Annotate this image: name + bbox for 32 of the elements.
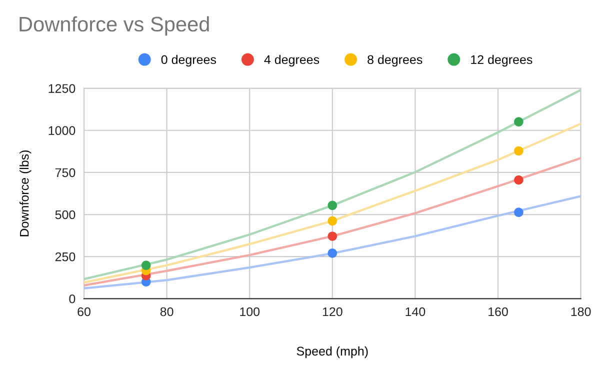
- y-tick-label: 250: [55, 252, 76, 262]
- line-series: [84, 195, 581, 290]
- x-tick-label: 160: [488, 307, 508, 316]
- legend-label: 4 degrees: [264, 54, 320, 67]
- legend-label: 0 degrees: [161, 54, 216, 67]
- y-tick-label: 1250: [48, 84, 76, 93]
- y-tick-label: 0: [69, 294, 76, 304]
- x-tick-label: 120: [322, 307, 342, 316]
- point: [328, 248, 338, 258]
- point: [328, 232, 338, 241]
- x-tick-label: 100: [240, 307, 260, 316]
- point: [141, 260, 151, 270]
- point: [514, 117, 524, 126]
- point: [514, 146, 524, 156]
- y-tick-label: 500: [55, 210, 76, 220]
- y-tick-label: 750: [55, 168, 76, 178]
- legend-label: 8 degrees: [368, 54, 422, 67]
- line-series: [84, 157, 581, 286]
- x-tick-label: 80: [160, 307, 174, 316]
- x-tick-label: 180: [571, 307, 591, 316]
- point: [514, 208, 524, 217]
- chart-title: Downforce vs Speed: [20, 16, 209, 36]
- x-tick-label: 60: [78, 307, 90, 316]
- y-tick-label: 1000: [48, 126, 76, 136]
- legend-label: 12 degrees: [471, 54, 532, 67]
- x-tick-label: 140: [406, 307, 426, 316]
- point: [514, 175, 524, 185]
- line-series: [84, 122, 581, 284]
- point: [328, 200, 338, 210]
- y-axis-title: Downforce (lbs): [20, 150, 32, 236]
- x-axis-title: Speed (mph): [296, 346, 368, 358]
- point: [328, 216, 338, 226]
